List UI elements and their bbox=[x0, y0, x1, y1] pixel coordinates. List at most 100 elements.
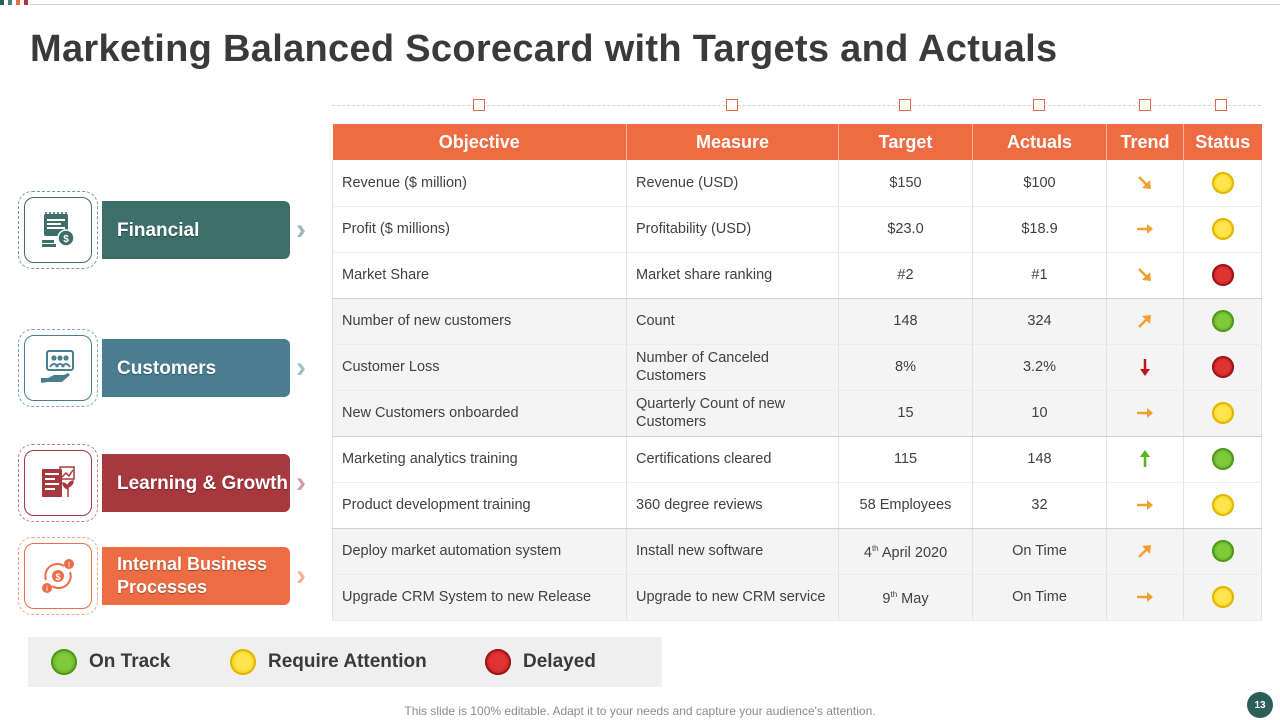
status-cell bbox=[1183, 436, 1262, 483]
header-objective: Objective bbox=[332, 124, 627, 160]
target-suffix: May bbox=[897, 590, 929, 607]
target-cell: $150 bbox=[838, 160, 973, 207]
trend-right-arrow-icon bbox=[1135, 405, 1155, 421]
actuals-cell: On Time bbox=[972, 574, 1107, 621]
red-status-dot bbox=[485, 649, 511, 675]
green-status-dot bbox=[1211, 448, 1234, 470]
red-status-dot bbox=[1211, 264, 1234, 286]
status-cell bbox=[1183, 252, 1262, 299]
trend-cell bbox=[1106, 390, 1184, 437]
measure-cell: Upgrade to new CRM service bbox=[626, 574, 839, 621]
target-ordinal: th bbox=[890, 590, 898, 600]
yellow-status-dot bbox=[230, 649, 256, 675]
trend-cell bbox=[1106, 344, 1184, 391]
target-value: #2 bbox=[897, 267, 914, 283]
target-cell: 115 bbox=[838, 436, 973, 483]
customers-icon bbox=[24, 335, 92, 401]
internal-process-icon: $ ! i bbox=[24, 543, 92, 609]
measure-cell: 360 degree reviews bbox=[626, 482, 839, 529]
target-value: 58 Employees bbox=[859, 497, 952, 513]
target-value: 8% bbox=[895, 359, 916, 375]
actuals-cell: $18.9 bbox=[972, 206, 1107, 253]
trend-down-arrow-icon bbox=[1139, 359, 1151, 376]
objective-cell: Upgrade CRM System to new Release bbox=[332, 574, 627, 621]
trend-up-right-arrow-icon bbox=[1136, 543, 1154, 559]
red-status-dot bbox=[1211, 356, 1234, 378]
guide-square bbox=[1033, 99, 1045, 111]
actuals-cell: On Time bbox=[972, 528, 1107, 575]
measure-cell: Revenue (USD) bbox=[626, 160, 839, 207]
yellow-status-dot bbox=[1211, 586, 1234, 608]
actuals-cell: 3.2% bbox=[972, 344, 1107, 391]
table-row: New Customers onboarded Quarterly Count o… bbox=[332, 390, 1262, 437]
trend-cell bbox=[1106, 206, 1184, 253]
objective-cell: Revenue ($ million) bbox=[332, 160, 627, 207]
legend-label: Delayed bbox=[523, 651, 596, 672]
target-cell: 15 bbox=[838, 390, 973, 437]
measure-cell: Profitability (USD) bbox=[626, 206, 839, 253]
status-cell bbox=[1183, 206, 1262, 253]
category-icon-frame: $ ! i bbox=[18, 537, 98, 615]
footer-note: This slide is 100% editable. Adapt it to… bbox=[404, 704, 876, 718]
status-cell bbox=[1183, 482, 1262, 529]
trend-cell bbox=[1106, 298, 1184, 345]
table-header-row: Objective Measure Target Actuals Trend S… bbox=[332, 124, 1262, 160]
target-value: 9 bbox=[882, 590, 891, 607]
chevron-right-icon: › bbox=[296, 559, 306, 592]
measure-cell: Certifications cleared bbox=[626, 436, 839, 483]
measure-cell: Count bbox=[626, 298, 839, 345]
legend-label: On Track bbox=[89, 651, 171, 672]
slide-title: Marketing Balanced Scorecard with Target… bbox=[30, 28, 1058, 70]
status-cell bbox=[1183, 574, 1262, 621]
status-cell bbox=[1183, 160, 1262, 207]
target-cell: 9th May bbox=[838, 574, 973, 621]
svg-text:!: ! bbox=[68, 562, 70, 569]
guide-square bbox=[899, 99, 911, 111]
trend-cell bbox=[1106, 436, 1184, 483]
table-row: Profit ($ millions) Profitability (USD) $2… bbox=[332, 206, 1262, 253]
legend-label: Require Attention bbox=[268, 651, 427, 672]
category-internal-business-processes: $ ! i Internal Business Processes › bbox=[18, 537, 318, 615]
status-cell bbox=[1183, 298, 1262, 345]
green-status-dot bbox=[1211, 310, 1234, 332]
actuals-cell: 148 bbox=[972, 436, 1107, 483]
target-ordinal: th bbox=[871, 544, 879, 554]
table-row: Number of new customers Count 148 324 bbox=[332, 298, 1262, 345]
page-number: 13 bbox=[1247, 692, 1273, 718]
header-status: Status bbox=[1183, 124, 1262, 160]
svg-text:i: i bbox=[46, 586, 48, 593]
trend-right-arrow-icon bbox=[1135, 221, 1155, 237]
trend-cell bbox=[1106, 482, 1184, 529]
trend-right-arrow-icon bbox=[1135, 497, 1155, 513]
target-cell: #2 bbox=[838, 252, 973, 299]
green-status-dot bbox=[51, 649, 77, 675]
table-row: Marketing analytics training Certificatio… bbox=[332, 436, 1262, 483]
category-learning-growth: Learning & Growth › bbox=[18, 444, 318, 522]
measure-cell: Install new software bbox=[626, 528, 839, 575]
status-cell bbox=[1183, 344, 1262, 391]
trend-up-right-arrow-icon bbox=[1136, 313, 1154, 329]
trend-down-right-arrow-icon bbox=[1136, 267, 1154, 283]
svg-text:$: $ bbox=[63, 234, 69, 245]
status-cell bbox=[1183, 528, 1262, 575]
target-value: 148 bbox=[893, 313, 918, 329]
status-legend: On Track Require Attention Delayed bbox=[28, 637, 662, 687]
table-row: Revenue ($ million) Revenue (USD) $150 $100 bbox=[332, 160, 1262, 207]
trend-cell bbox=[1106, 574, 1184, 621]
scorecard-table: Objective Measure Target Actuals Trend S… bbox=[332, 124, 1262, 621]
guide-square bbox=[473, 99, 485, 111]
chevron-right-icon: › bbox=[296, 351, 306, 384]
target-value: 15 bbox=[897, 405, 914, 421]
table-row: Deploy market automation system Install n… bbox=[332, 528, 1262, 575]
yellow-status-dot bbox=[1211, 218, 1234, 240]
table-row: Upgrade CRM System to new Release Upgrade… bbox=[332, 574, 1262, 621]
trend-down-right-arrow-icon bbox=[1136, 175, 1154, 191]
status-cell bbox=[1183, 390, 1262, 437]
actuals-cell: 32 bbox=[972, 482, 1107, 529]
trend-cell bbox=[1106, 160, 1184, 207]
chevron-right-icon: › bbox=[296, 213, 306, 246]
guide-square bbox=[726, 99, 738, 111]
column-guide bbox=[332, 98, 1261, 114]
category-financial: $ Financial › bbox=[18, 191, 318, 269]
objective-cell: Deploy market automation system bbox=[332, 528, 627, 575]
